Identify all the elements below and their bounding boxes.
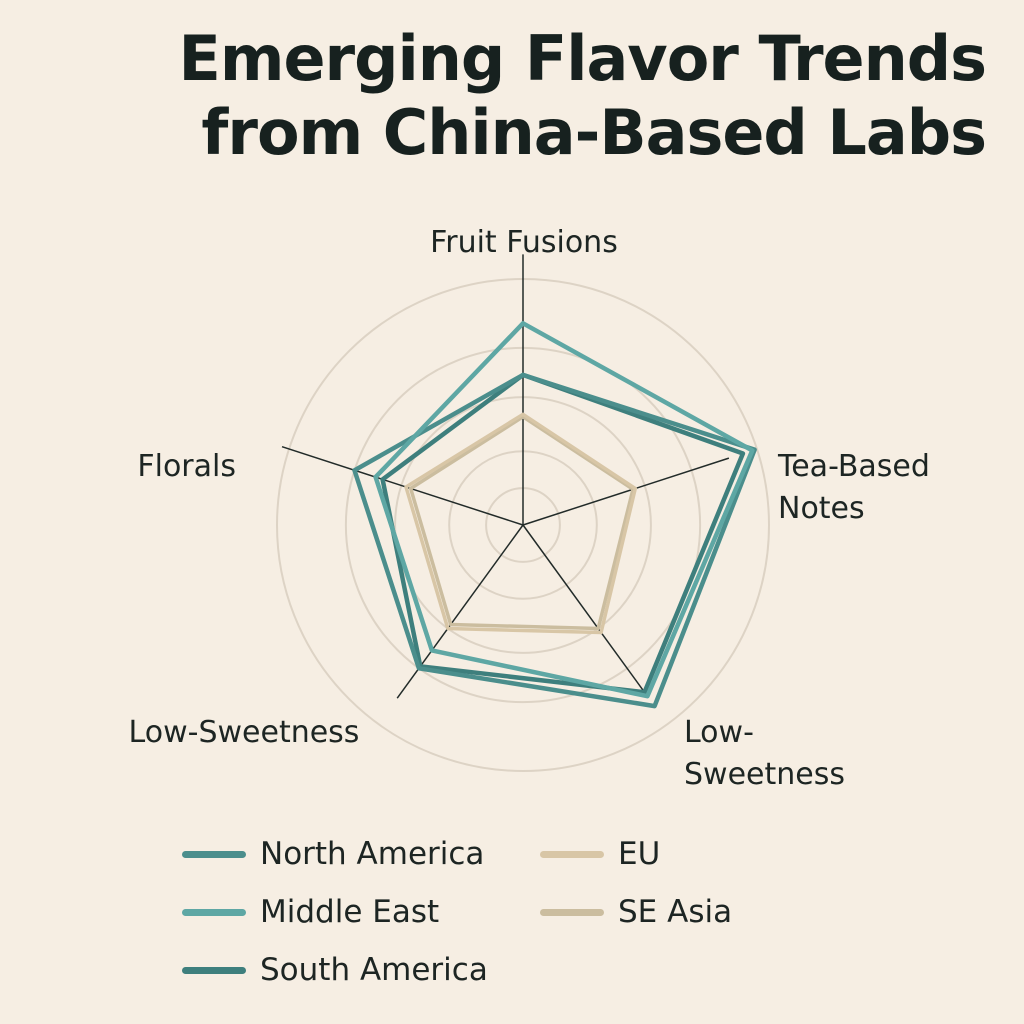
axis-spoke-5 <box>281 445 524 526</box>
chart-title: Emerging Flavor Trends from China-Based … <box>86 22 987 170</box>
axis-label-3: Low-Sweetness <box>684 715 845 792</box>
axis-labels: Fruit Fusions Tea-Based Notes Low-Sweetness… <box>129 225 930 792</box>
chart-title-line-2: from China-Based Labs <box>201 96 987 169</box>
axis-label-5: Florals <box>137 449 236 484</box>
series-line-eu <box>404 412 638 635</box>
axis-spoke-2 <box>522 457 730 526</box>
series-line-middle-east <box>373 321 755 699</box>
series-line-north-america <box>352 372 757 709</box>
axis-label-1: Fruit Fusions <box>430 225 618 260</box>
axis-label-4: Low-Sweetness <box>129 715 360 750</box>
series-line-south-america <box>380 372 746 695</box>
axis-spoke-3 <box>522 524 648 697</box>
radar-grid <box>276 254 770 772</box>
radar-series <box>352 321 757 709</box>
axis-label-2: Tea-Based Notes <box>777 449 930 526</box>
series-line-se-asia <box>408 415 635 631</box>
chart-title-line-1: Emerging Flavor Trends <box>178 22 987 95</box>
